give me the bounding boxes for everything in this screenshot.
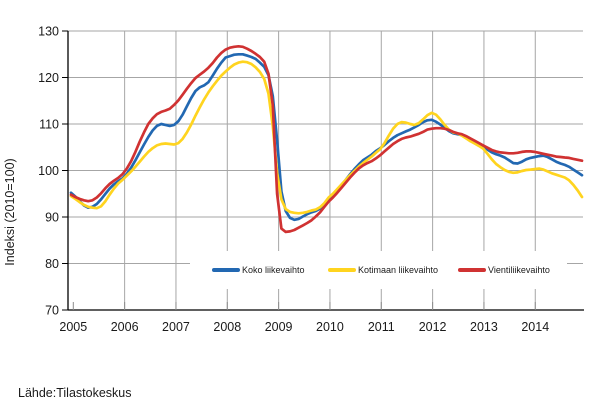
- legend-label: Koko liikevaihto: [242, 265, 305, 275]
- y-axis-title: Indeksi (2010=100): [3, 158, 17, 265]
- x-tick-label: 2011: [368, 320, 395, 334]
- y-tick-label: 100: [38, 164, 59, 178]
- y-tick-label: 80: [45, 257, 59, 271]
- series-line-vientiliikevaihto: [69, 44, 584, 234]
- x-tick-label: 2007: [162, 320, 190, 334]
- source-text: Lähde:Tilastokeskus: [18, 386, 132, 400]
- y-tick-label: 70: [45, 304, 59, 318]
- x-tick-label: 2005: [59, 320, 87, 334]
- tick-labels: 70 80 90 100 110 120 130 2005 2006 2007 2008 2009 20…: [38, 25, 549, 335]
- legend-item-vientiliikevaihto: Vientiliikevaihto: [458, 251, 550, 289]
- legend-label: Vientiliikevaihto: [488, 265, 550, 275]
- legend-item-koko-liikevaihto: Koko liikevaihto: [212, 251, 305, 289]
- y-tick-label: 110: [39, 118, 59, 132]
- x-tick-label: 2013: [470, 320, 498, 334]
- data-series: [69, 44, 584, 234]
- series-line-koko-liikevaihto: [69, 52, 584, 222]
- y-tick-label: 90: [45, 211, 59, 225]
- legend-label: Kotimaan liikevaihto: [358, 265, 439, 275]
- x-tick-label: 2009: [265, 320, 293, 334]
- x-tick-label: 2012: [419, 320, 447, 334]
- legend-swatch-blue-line: [212, 268, 240, 272]
- chart-legend: Koko liikevaihto Kotimaan liikevaihto Vi…: [190, 251, 567, 289]
- tick-marks: [62, 30, 536, 311]
- series-line-kotimaan-liikevaihto: [69, 60, 584, 215]
- x-tick-label: 2010: [316, 320, 344, 334]
- x-tick-label: 2014: [521, 320, 549, 334]
- legend-swatch-yellow-line: [328, 268, 356, 272]
- legend-item-kotimaan-liikevaihto: Kotimaan liikevaihto: [328, 251, 438, 289]
- y-tick-label: 120: [38, 71, 59, 85]
- x-tick-label: 2006: [111, 320, 139, 334]
- y-tick-label: 130: [38, 25, 59, 39]
- x-tick-label: 2008: [213, 320, 241, 334]
- legend-swatch-red-line: [458, 268, 486, 272]
